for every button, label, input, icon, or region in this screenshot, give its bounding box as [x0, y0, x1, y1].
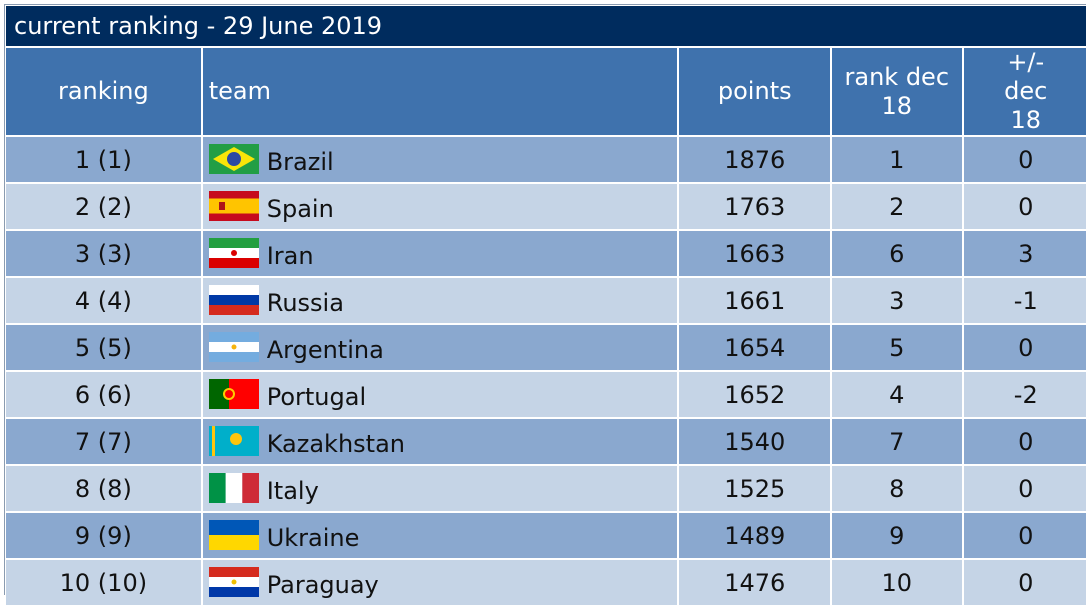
flag-icon — [209, 238, 259, 268]
points-cell: 1525 — [679, 466, 830, 511]
team-cell: Portugal — [203, 372, 678, 417]
rank-cell: 5 (5) — [6, 325, 201, 370]
rank-cell: 2 (2) — [6, 184, 201, 229]
team-cell: Brazil — [203, 137, 678, 182]
rank-dec-cell: 3 — [832, 278, 961, 323]
change-cell: 0 — [964, 466, 1086, 511]
flag-icon — [209, 426, 259, 456]
flag-icon — [209, 285, 259, 315]
column-header: rank dec 18 — [832, 48, 961, 135]
ranking-table: ranking team points rank dec 18 +/- dec 18 1… — [4, 46, 1086, 607]
rank-cell: 4 (4) — [6, 278, 201, 323]
team-cell: Ukraine — [203, 513, 678, 558]
team-cell: Italy — [203, 466, 678, 511]
column-header-text: team — [209, 77, 271, 106]
rank-dec-cell: 10 — [832, 560, 961, 605]
points-cell: 1763 — [679, 184, 830, 229]
flag-icon — [209, 567, 259, 597]
change-cell: 0 — [964, 184, 1086, 229]
rank-dec-cell: 1 — [832, 137, 961, 182]
points-cell: 1661 — [679, 278, 830, 323]
points-cell: 1654 — [679, 325, 830, 370]
change-cell: 3 — [964, 231, 1086, 276]
points-cell: 1652 — [679, 372, 830, 417]
flag-icon — [209, 379, 259, 409]
rank-cell: 8 (8) — [6, 466, 201, 511]
points-cell: 1540 — [679, 419, 830, 464]
flag-icon — [209, 332, 259, 362]
rank-cell: 9 (9) — [6, 513, 201, 558]
team-name: Argentina — [267, 336, 384, 364]
rank-cell: 7 (7) — [6, 419, 201, 464]
rank-dec-cell: 8 — [832, 466, 961, 511]
rank-dec-cell: 6 — [832, 231, 961, 276]
flag-icon — [209, 144, 259, 174]
rank-dec-cell: 2 — [832, 184, 961, 229]
team-cell: Spain — [203, 184, 678, 229]
change-cell: 0 — [964, 560, 1086, 605]
rank-cell: 10 (10) — [6, 560, 201, 605]
column-header: points — [679, 48, 830, 135]
column-header: team — [203, 48, 678, 135]
table-title: current ranking - 29 June 2019 — [6, 6, 1086, 46]
change-cell: -2 — [964, 372, 1086, 417]
team-name: Kazakhstan — [267, 430, 405, 458]
team-cell: Paraguay — [203, 560, 678, 605]
flag-icon — [209, 473, 259, 503]
rank-cell: 1 (1) — [6, 137, 201, 182]
column-header-text: ranking — [58, 77, 149, 106]
points-cell: 1476 — [679, 560, 830, 605]
points-cell: 1876 — [679, 137, 830, 182]
team-name: Portugal — [267, 383, 366, 411]
change-cell: -1 — [964, 278, 1086, 323]
team-cell: Iran — [203, 231, 678, 276]
change-cell: 0 — [964, 513, 1086, 558]
column-header: +/- dec 18 — [964, 48, 1086, 135]
team-name: Brazil — [267, 148, 334, 176]
team-cell: Kazakhstan — [203, 419, 678, 464]
team-cell: Argentina — [203, 325, 678, 370]
page: current ranking - 29 June 2019 ranking te… — [0, 0, 1086, 594]
rank-cell: 3 (3) — [6, 231, 201, 276]
points-cell: 1663 — [679, 231, 830, 276]
header-row: ranking team points rank dec 18 +/- dec 18 — [6, 48, 1086, 135]
team-name: Italy — [267, 477, 319, 505]
team-name: Ukraine — [267, 524, 360, 552]
flag-icon — [209, 520, 259, 550]
team-name: Spain — [267, 195, 334, 223]
team-name: Iran — [267, 242, 314, 270]
rank-dec-cell: 9 — [832, 513, 961, 558]
team-name: Russia — [267, 289, 344, 317]
rank-dec-cell: 5 — [832, 325, 961, 370]
column-header-text: rank dec 18 — [839, 63, 954, 121]
rank-dec-cell: 7 — [832, 419, 961, 464]
points-cell: 1489 — [679, 513, 830, 558]
rank-cell: 6 (6) — [6, 372, 201, 417]
change-cell: 0 — [964, 325, 1086, 370]
rank-dec-cell: 4 — [832, 372, 961, 417]
column-header-text: +/- dec 18 — [986, 48, 1066, 135]
column-header-text: points — [718, 77, 792, 106]
flag-icon — [209, 191, 259, 221]
column-header: ranking — [6, 48, 201, 135]
change-cell: 0 — [964, 419, 1086, 464]
team-name: Paraguay — [267, 571, 379, 599]
change-cell: 0 — [964, 137, 1086, 182]
team-cell: Russia — [203, 278, 678, 323]
